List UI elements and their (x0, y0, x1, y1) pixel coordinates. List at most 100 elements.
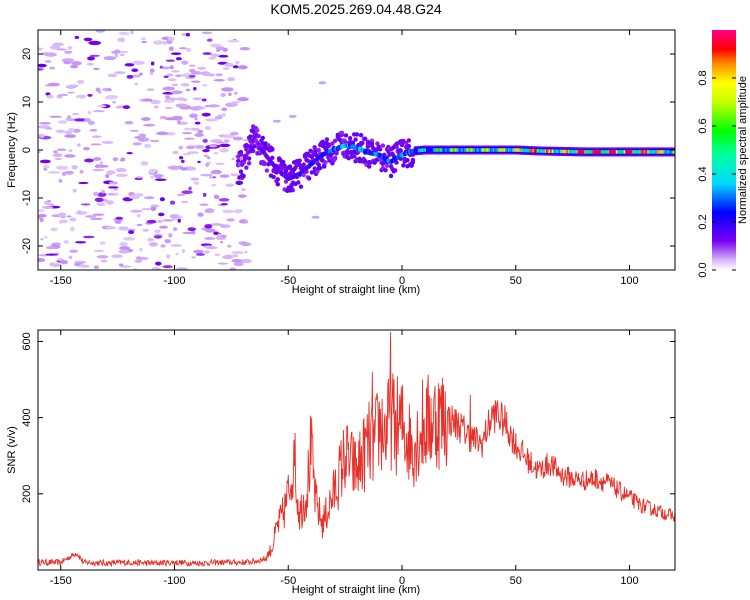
noise-speckle (210, 43, 222, 48)
noise-speckle (139, 72, 143, 76)
signal-cell (261, 160, 267, 165)
colorbar-tick-label: 0.2 (697, 214, 709, 229)
signal-cell (281, 159, 286, 165)
noise-speckle (96, 202, 106, 207)
noise-speckle (45, 253, 58, 256)
noise-speckle (58, 178, 63, 183)
noise-speckle (233, 91, 238, 95)
noise-speckle (175, 57, 182, 61)
signal-cell (388, 173, 394, 179)
noise-speckle (231, 157, 235, 161)
signal-cell (608, 150, 611, 154)
signal-cell (524, 148, 527, 153)
noise-speckle (111, 254, 123, 259)
noise-speckle (229, 267, 236, 270)
noise-speckle (181, 132, 193, 135)
noise-speckle (169, 65, 174, 70)
noise-speckle (134, 259, 143, 263)
signal-cell (406, 138, 412, 143)
noise-speckle (164, 239, 171, 244)
signal-cell (465, 148, 468, 152)
noise-speckle (38, 258, 46, 263)
signal-cell (637, 150, 640, 154)
signal-cell (416, 148, 419, 153)
noise-speckle (237, 194, 247, 198)
signal-cell (640, 150, 643, 154)
signal-cell (610, 150, 613, 154)
noise-speckle (84, 215, 97, 218)
snr-line (38, 331, 675, 568)
signal-cell (252, 144, 257, 149)
noise-speckle (142, 98, 153, 102)
noise-speckle (40, 238, 44, 241)
signal-cell (476, 148, 479, 152)
x-tick-label: 50 (510, 275, 522, 287)
signal-cell (313, 152, 319, 158)
signal-cell (435, 148, 438, 152)
noise-speckle (150, 206, 157, 211)
signal-cell (527, 148, 530, 153)
x-tick-label: -50 (280, 575, 296, 587)
noise-speckle (64, 50, 73, 54)
noise-speckle (132, 142, 142, 146)
signal-cell (655, 150, 658, 154)
signal-cell (617, 150, 620, 154)
noise-speckle (92, 213, 105, 216)
signal-cell (509, 148, 512, 152)
noise-speckle (114, 220, 122, 224)
signal-cell (573, 149, 576, 154)
noise-speckle (72, 188, 77, 193)
signal-cell (498, 148, 501, 152)
signal-cell (442, 148, 445, 152)
signal-cell (469, 148, 472, 152)
signal-cell (645, 150, 648, 154)
noise-speckle (69, 249, 78, 253)
signal-cell (512, 148, 515, 152)
noise-speckle (237, 97, 249, 102)
noise-speckle (206, 38, 213, 42)
signal-cell (574, 149, 577, 154)
noise-speckle (99, 241, 106, 245)
noise-speckle (126, 74, 134, 79)
signal-cell (431, 148, 434, 152)
noise-speckle (50, 263, 62, 267)
noise-speckle (231, 254, 239, 258)
noise-speckle (239, 47, 251, 51)
noise-speckle (115, 167, 127, 173)
signal-cell (283, 179, 289, 184)
noise-speckle (77, 143, 81, 147)
noise-speckle (222, 47, 228, 52)
signal-cell (464, 148, 467, 152)
noise-speckle (39, 159, 51, 164)
noise-speckle (101, 140, 114, 144)
figure-title: KOM5.2025.269.04.48.G24 (270, 1, 441, 17)
noise-speckle (107, 73, 118, 78)
noise-speckle (153, 105, 159, 109)
noise-speckle (75, 241, 87, 244)
noise-speckle (165, 59, 176, 62)
noise-speckle (178, 47, 187, 50)
signal-cell (423, 148, 426, 152)
snr-y-ticks: 200 400 600 (21, 332, 675, 503)
noise-speckle (154, 229, 161, 234)
noise-speckle (204, 224, 213, 229)
signal-cell (458, 148, 461, 152)
noise-speckle (155, 261, 162, 266)
noise-speckle (181, 190, 193, 194)
noise-speckle (202, 52, 212, 55)
noise-speckle (112, 157, 119, 162)
noise-speckle (91, 135, 102, 138)
signal-cell (503, 148, 506, 152)
signal-cell (321, 164, 327, 169)
noise-speckle (87, 120, 95, 125)
noise-speckle (93, 249, 105, 253)
signal-cell (520, 148, 523, 153)
noise-speckle (318, 81, 327, 85)
signal-cell (663, 150, 666, 154)
noise-speckle (162, 219, 174, 222)
noise-speckle (96, 255, 109, 259)
signal-cell (593, 150, 596, 154)
signal-cell (482, 148, 485, 152)
noise-speckle (128, 230, 135, 235)
signal-cell (518, 148, 521, 152)
